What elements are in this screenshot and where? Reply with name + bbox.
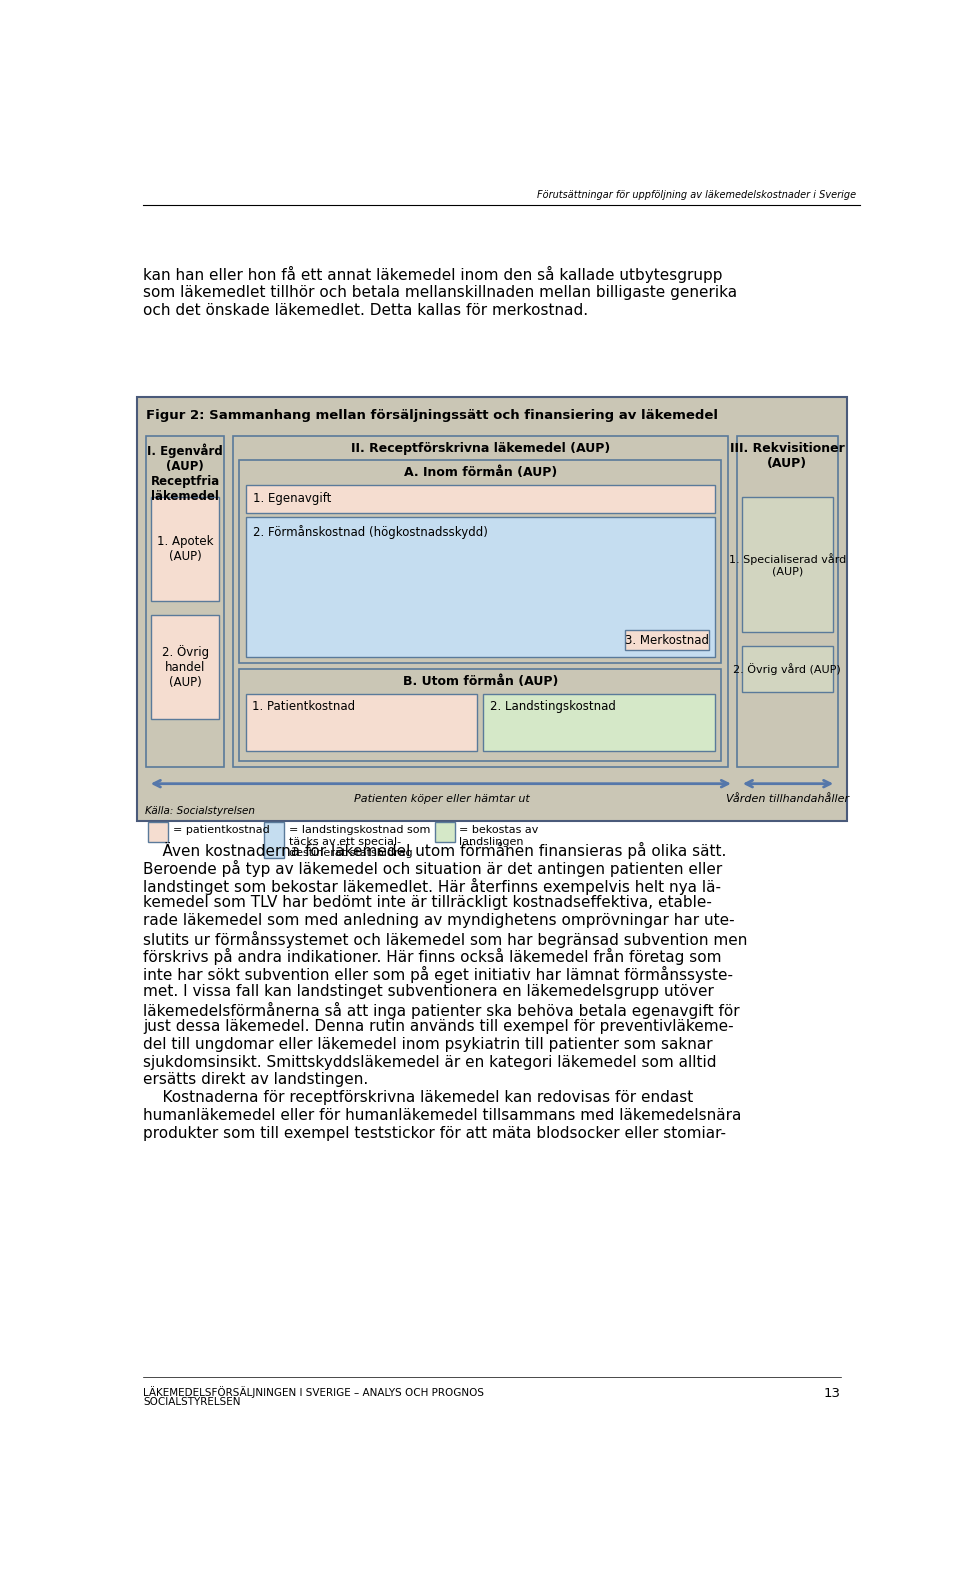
- Text: produkter som till exempel teststickor för att mäta blodsocker eller stomiar-: produkter som till exempel teststickor f…: [143, 1126, 727, 1140]
- Text: 13: 13: [824, 1386, 841, 1400]
- Text: Kostnaderna för receptförskrivna läkemedel kan redovisas för endast: Kostnaderna för receptförskrivna läkemed…: [143, 1090, 693, 1105]
- FancyBboxPatch shape: [239, 669, 721, 760]
- Text: 3. Merkostnad: 3. Merkostnad: [625, 634, 709, 647]
- Text: = bekostas av
landslingen: = bekostas av landslingen: [460, 825, 539, 847]
- FancyBboxPatch shape: [146, 435, 224, 766]
- FancyBboxPatch shape: [435, 822, 455, 842]
- FancyBboxPatch shape: [137, 397, 847, 820]
- Text: Förutsättningar för uppföljning av läkemedelskostnader i Sverige: Förutsättningar för uppföljning av läkem…: [538, 189, 856, 200]
- Text: Källa: Socialstyrelsen: Källa: Socialstyrelsen: [145, 806, 254, 815]
- Text: 1. Patientkostnad: 1. Patientkostnad: [252, 700, 355, 713]
- Text: kan han eller hon få ett annat läkemedel inom den så kallade utbytesgrupp: kan han eller hon få ett annat läkemedel…: [143, 267, 723, 284]
- FancyBboxPatch shape: [741, 497, 833, 632]
- Text: A. Inom förmån (AUP): A. Inom förmån (AUP): [404, 467, 557, 479]
- Text: 2. Övrig vård (AUP): 2. Övrig vård (AUP): [733, 662, 841, 675]
- Text: 2. Förmånskostnad (högkostnadsskydd): 2. Förmånskostnad (högkostnadsskydd): [253, 525, 489, 539]
- FancyBboxPatch shape: [246, 484, 715, 513]
- Text: kemedel som TLV har bedömt inte är tillräckligt kostnadseffektiva, etable-: kemedel som TLV har bedömt inte är tillr…: [143, 896, 712, 910]
- Text: förskrivs på andra indikationer. Här finns också läkemedel från företag som: förskrivs på andra indikationer. Här fin…: [143, 948, 722, 965]
- FancyBboxPatch shape: [246, 694, 477, 751]
- FancyBboxPatch shape: [264, 822, 284, 858]
- Text: Figur 2: Sammanhang mellan försäljningssätt och finansiering av läkemedel: Figur 2: Sammanhang mellan försäljningss…: [146, 410, 718, 423]
- FancyBboxPatch shape: [239, 460, 721, 662]
- Text: inte har sökt subvention eller som på eget initiativ har lämnat förmånssyste-: inte har sökt subvention eller som på eg…: [143, 967, 733, 982]
- Text: landstinget som bekostar läkemedlet. Här återfinns exempelvis helt nya lä-: landstinget som bekostar läkemedlet. Här…: [143, 878, 721, 894]
- Text: SOCIALSTYRELSEN: SOCIALSTYRELSEN: [143, 1397, 241, 1407]
- Text: 2. Landstingskostnad: 2. Landstingskostnad: [490, 700, 615, 713]
- FancyBboxPatch shape: [151, 497, 219, 601]
- Text: II. Receptförskrivna läkemedel (AUP): II. Receptförskrivna läkemedel (AUP): [350, 442, 610, 454]
- FancyBboxPatch shape: [484, 694, 715, 751]
- FancyBboxPatch shape: [148, 822, 168, 842]
- Text: Även kostnaderna för läkemedel utom förmånen finansieras på olika sätt.: Även kostnaderna för läkemedel utom förm…: [143, 842, 727, 859]
- Text: Beroende på typ av läkemedel och situation är det antingen patienten eller: Beroende på typ av läkemedel och situati…: [143, 859, 723, 877]
- Text: Patienten köper eller hämtar ut: Patienten köper eller hämtar ut: [353, 795, 530, 804]
- Text: rade läkemedel som med anledning av myndighetens omprövningar har ute-: rade läkemedel som med anledning av mynd…: [143, 913, 734, 927]
- Text: och det önskade läkemedlet. Detta kallas för merkostnad.: och det önskade läkemedlet. Detta kallas…: [143, 303, 588, 319]
- Text: LÄKEMEDELSFÖRSÄLJNINGEN I SVERIGE – ANALYS OCH PROGNOS: LÄKEMEDELSFÖRSÄLJNINGEN I SVERIGE – ANAL…: [143, 1386, 484, 1399]
- Text: läkemedelsförmånerna så att inga patienter ska behöva betala egenavgift för: läkemedelsförmånerna så att inga patient…: [143, 1001, 740, 1019]
- FancyBboxPatch shape: [625, 631, 709, 650]
- Text: 1. Egenavgift: 1. Egenavgift: [253, 492, 331, 505]
- Text: som läkemedlet tillhör och betala mellanskillnaden mellan billigaste generika: som läkemedlet tillhör och betala mellan…: [143, 285, 737, 300]
- Text: Vården tillhandahåller: Vården tillhandahåller: [726, 795, 849, 804]
- Text: ersätts direkt av landstingen.: ersätts direkt av landstingen.: [143, 1072, 369, 1088]
- FancyBboxPatch shape: [151, 615, 219, 719]
- Text: B. Utom förmån (AUP): B. Utom förmån (AUP): [402, 675, 558, 688]
- Text: III. Rekvisitioner
(AUP): III. Rekvisitioner (AUP): [730, 442, 845, 470]
- FancyBboxPatch shape: [741, 647, 833, 692]
- Text: = patientkostnad: = patientkostnad: [173, 825, 270, 836]
- Text: 2. Övrig
handel
(AUP): 2. Övrig handel (AUP): [161, 645, 208, 689]
- FancyBboxPatch shape: [233, 435, 728, 766]
- Text: I. Egenvård
(AUP)
Receptfria
läkemedel: I. Egenvård (AUP) Receptfria läkemedel: [147, 443, 223, 503]
- Text: just dessa läkemedel. Denna rutin används till exempel för preventivläkeme-: just dessa läkemedel. Denna rutin använd…: [143, 1019, 733, 1035]
- FancyBboxPatch shape: [737, 435, 838, 766]
- Text: del till ungdomar eller läkemedel inom psykiatrin till patienter som saknar: del till ungdomar eller läkemedel inom p…: [143, 1038, 713, 1052]
- FancyBboxPatch shape: [246, 517, 715, 656]
- Text: 1. Specialiserad vård
(AUP): 1. Specialiserad vård (AUP): [729, 554, 846, 576]
- Text: sjukdomsinsikt. Smittskyddsläkemedel är en kategori läkemedel som alltid: sjukdomsinsikt. Smittskyddsläkemedel är …: [143, 1055, 717, 1069]
- Text: met. I vissa fall kan landstinget subventionera en läkemedelsgrupp utöver: met. I vissa fall kan landstinget subven…: [143, 984, 714, 998]
- Text: humanläkemedel eller för humanläkemedel tillsammans med läkemedelsnära: humanläkemedel eller för humanläkemedel …: [143, 1109, 742, 1123]
- Text: 1. Apotek
(AUP): 1. Apotek (AUP): [156, 535, 213, 563]
- Text: slutits ur förmånssystemet och läkemedel som har begränsad subvention men: slutits ur förmånssystemet och läkemedel…: [143, 930, 748, 948]
- Text: = landstingskostnad som
täcks av ett special-
destinerat statsbidrag: = landstingskostnad som täcks av ett spe…: [289, 825, 430, 858]
